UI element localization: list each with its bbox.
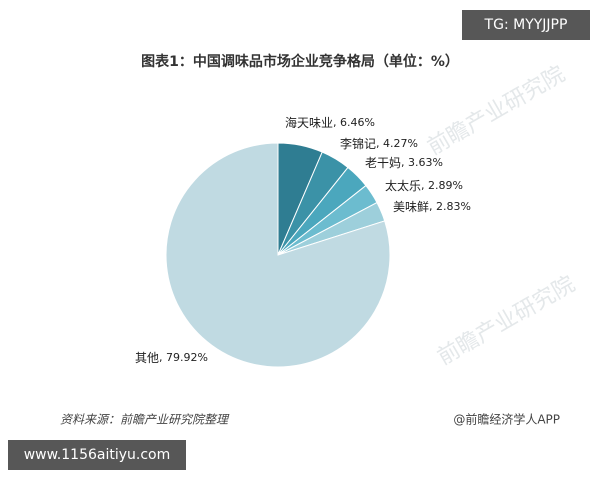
separator: , bbox=[401, 156, 408, 169]
separator: , bbox=[333, 116, 340, 129]
value-label: 2.89% bbox=[428, 179, 463, 192]
category-label: 李锦记 bbox=[340, 136, 376, 151]
value-label: 3.63% bbox=[408, 156, 443, 169]
pie bbox=[165, 142, 391, 368]
value-label: 4.27% bbox=[383, 137, 418, 150]
slice-label: 其他, 79.92% bbox=[135, 351, 208, 365]
separator: , bbox=[159, 351, 166, 364]
credit: @前瞻经济学人APP bbox=[453, 412, 560, 427]
separator: , bbox=[376, 137, 383, 150]
separator: , bbox=[421, 179, 428, 192]
category-label: 太太乐 bbox=[385, 178, 421, 193]
category-label: 美味鲜 bbox=[393, 200, 429, 214]
badge-bg bbox=[462, 10, 590, 40]
category-label: 其他 bbox=[135, 351, 159, 365]
site: www.1156aitiyu.com bbox=[24, 447, 171, 463]
value-label: 6.46% bbox=[340, 116, 375, 129]
slice-label: 老干妈, 3.63% bbox=[365, 156, 443, 170]
source: 资料来源：前瞻产业研究院整理 bbox=[60, 413, 230, 427]
slice-label: 美味鲜, 2.83% bbox=[393, 200, 471, 214]
pie-slice bbox=[165, 142, 391, 368]
category-label: 老干妈 bbox=[365, 156, 401, 170]
category-label: 海天味业 bbox=[285, 115, 333, 130]
value-label: 79.92% bbox=[166, 351, 208, 364]
badge: TG: MYYJJPP bbox=[484, 17, 568, 33]
labels: 海天味业, 6.46% 李锦记, 4.27% 老干妈, 3.63% 太太乐, 2.89… bbox=[135, 115, 471, 365]
separator: , bbox=[429, 200, 436, 213]
slice-label: 太太乐, 2.89% bbox=[385, 178, 463, 193]
chart-title: 图表1：中国调味品市场企业竞争格局（单位：%） bbox=[141, 53, 459, 70]
site-bg bbox=[8, 440, 186, 470]
slice-label: 海天味业, 6.46% bbox=[285, 115, 375, 130]
slice-label: 李锦记, 4.27% bbox=[340, 136, 418, 151]
value-label: 2.83% bbox=[436, 200, 471, 213]
